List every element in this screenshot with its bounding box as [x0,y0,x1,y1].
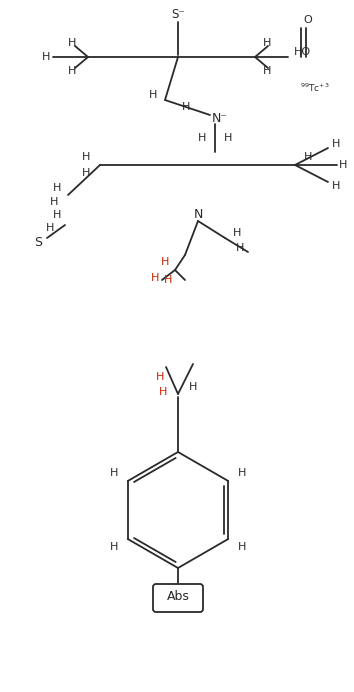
FancyBboxPatch shape [153,584,203,612]
Text: H: H [42,52,50,62]
Text: N: N [193,208,203,221]
Text: H: H [164,275,172,285]
Text: H: H [46,223,54,233]
Text: H: H [53,183,61,193]
Text: H: H [339,160,347,170]
Text: H: H [149,90,157,100]
Text: H: H [198,133,206,143]
Text: $^{99}$Tc$^{+3}$: $^{99}$Tc$^{+3}$ [300,82,330,94]
Text: H: H [50,197,58,207]
Text: H: H [156,372,164,382]
Text: H: H [238,468,246,478]
Text: H: H [263,66,271,76]
Text: H: H [233,228,241,238]
Text: S: S [34,235,42,248]
Text: Abs: Abs [167,590,189,603]
Text: H: H [263,38,271,48]
Text: H: H [159,387,167,397]
Text: HO: HO [294,47,311,57]
Text: H: H [161,257,169,267]
Text: H: H [238,542,246,552]
Text: H: H [189,382,197,392]
Text: H: H [68,66,76,76]
Text: H: H [304,152,312,162]
Text: N⁻: N⁻ [212,111,228,125]
Text: H: H [82,168,90,178]
Text: H: H [53,210,61,220]
Text: H: H [332,181,340,191]
Text: H: H [110,542,118,552]
Text: H: H [110,468,118,478]
Text: H: H [224,133,232,143]
Text: H: H [332,139,340,149]
Text: H: H [82,152,90,162]
Text: O: O [304,15,312,25]
Text: S⁻: S⁻ [171,8,185,21]
Text: H: H [182,102,190,112]
Text: H: H [151,273,159,283]
Text: H: H [68,38,76,48]
Text: H: H [236,243,244,253]
